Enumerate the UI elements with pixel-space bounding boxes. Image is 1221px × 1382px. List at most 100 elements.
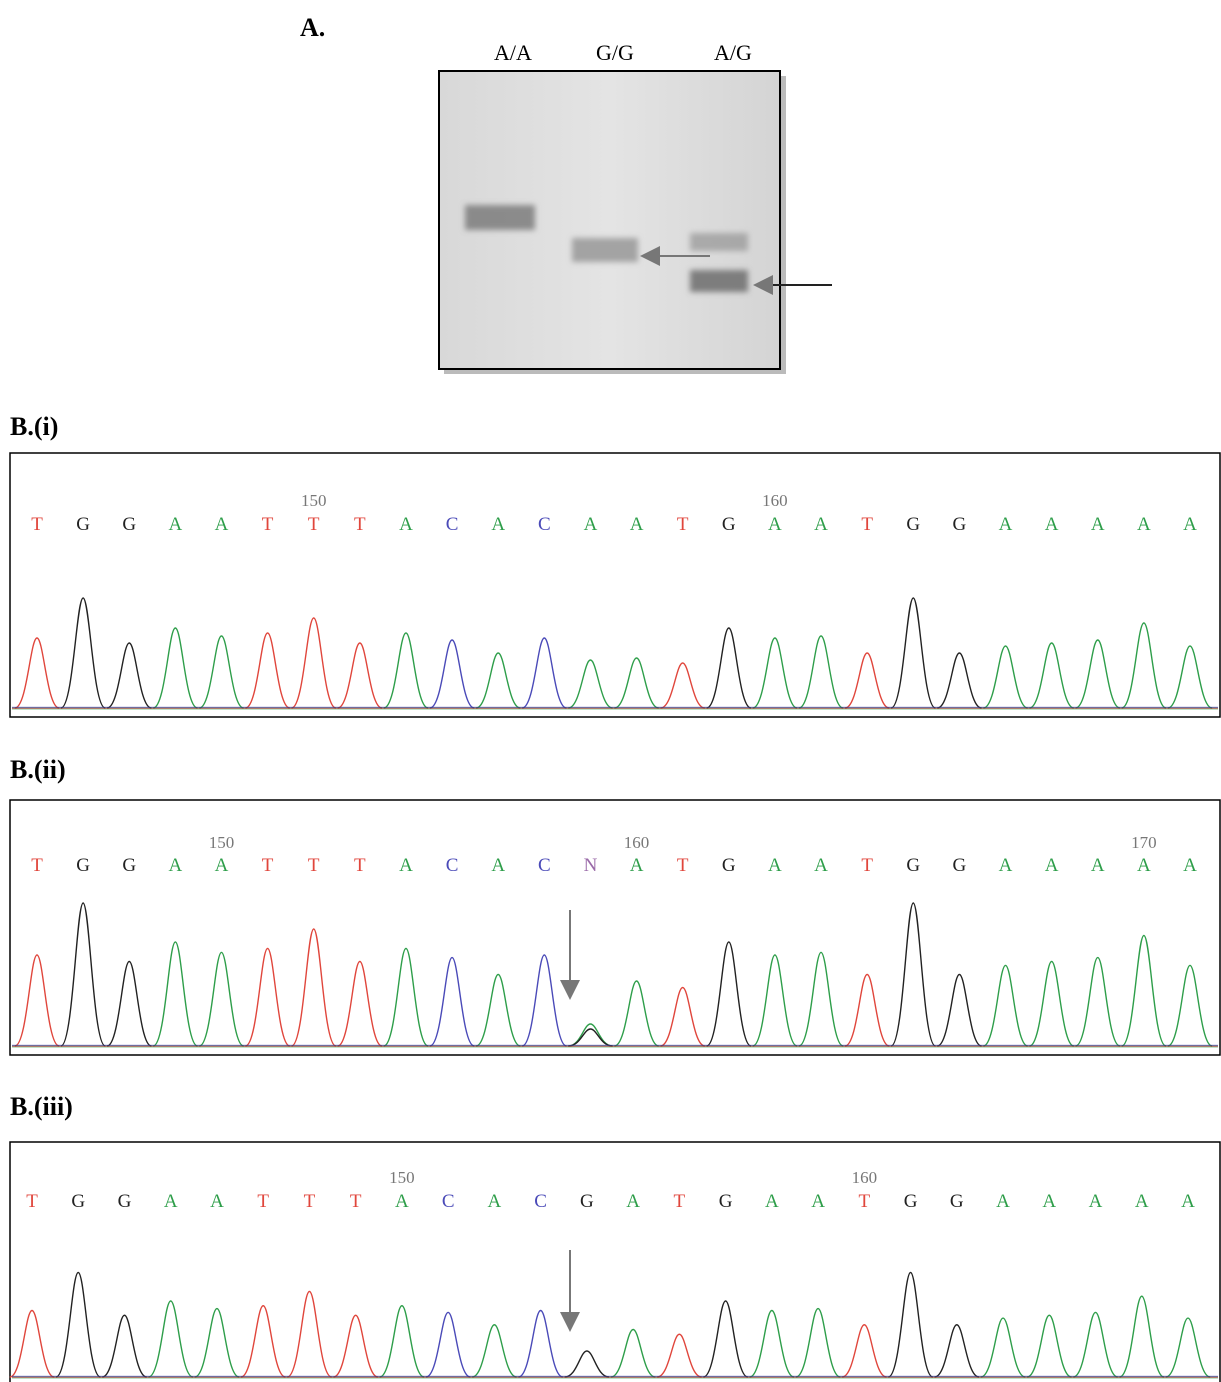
peak: [384, 949, 428, 1047]
panel-label: A.: [300, 13, 325, 42]
panel-label: B.(ii): [10, 755, 66, 784]
peak: [61, 598, 105, 708]
peak: [796, 1309, 840, 1377]
base-call: T: [308, 855, 320, 876]
peak: [107, 962, 151, 1047]
peak: [380, 1306, 424, 1377]
base-call: A: [814, 514, 828, 535]
base-call: A: [1091, 514, 1105, 535]
peak: [153, 942, 197, 1046]
peak: [1027, 1315, 1071, 1377]
peak: [1122, 936, 1166, 1047]
lane-label: G/G: [596, 40, 634, 65]
peak: [1030, 962, 1074, 1047]
base-call: T: [354, 514, 366, 535]
lane-label: A/G: [714, 40, 752, 65]
peak: [983, 646, 1027, 708]
peak: [338, 962, 382, 1047]
base-call: A: [491, 514, 505, 535]
base-call: T: [257, 1191, 269, 1212]
base-call: A: [1042, 1191, 1056, 1212]
base-call: A: [630, 514, 644, 535]
peak: [1166, 1318, 1210, 1377]
base-call: G: [580, 1191, 594, 1212]
peak: [241, 1306, 285, 1377]
peak: [611, 1330, 655, 1378]
position-number: 160: [624, 833, 650, 852]
base-call: A: [999, 855, 1013, 876]
base-call: A: [811, 1191, 825, 1212]
peak: [245, 633, 289, 708]
peak: [10, 1311, 54, 1378]
peak: [565, 1351, 609, 1377]
base-call: A: [168, 514, 182, 535]
peak: [15, 638, 59, 708]
peak: [61, 903, 105, 1046]
base-call: A: [491, 855, 505, 876]
peak: [614, 658, 658, 708]
peak: [845, 653, 889, 708]
base-call: G: [118, 1191, 132, 1212]
peak: [199, 636, 243, 708]
base-call: T: [304, 1191, 316, 1212]
peak: [292, 929, 336, 1046]
base-call: G: [950, 1191, 964, 1212]
base-call: G: [76, 514, 90, 535]
base-call: A: [999, 514, 1013, 535]
base-call: G: [722, 514, 736, 535]
base-call: A: [765, 1191, 779, 1212]
position-number: 150: [209, 833, 235, 852]
peak: [1030, 643, 1074, 708]
base-call: A: [395, 1191, 409, 1212]
base-call: A: [1137, 855, 1151, 876]
peak: [430, 640, 474, 708]
peak: [522, 955, 566, 1046]
base-call: A: [210, 1191, 224, 1212]
position-number: 170: [1131, 833, 1157, 852]
peak: [518, 1311, 562, 1378]
peak: [430, 958, 474, 1046]
position-number: 150: [389, 1168, 415, 1187]
base-call: T: [861, 514, 873, 535]
base-call: C: [446, 514, 459, 535]
base-call: A: [215, 855, 229, 876]
base-call: G: [76, 855, 90, 876]
base-call: G: [122, 514, 136, 535]
base-call: A: [399, 514, 413, 535]
base-call: A: [996, 1191, 1010, 1212]
peak: [842, 1325, 886, 1377]
chromatogram-frame: [10, 1142, 1220, 1382]
peak: [15, 955, 59, 1046]
base-call: T: [350, 1191, 362, 1212]
base-call: A: [164, 1191, 178, 1212]
peak: [153, 628, 197, 708]
peak: [661, 663, 705, 708]
base-call: A: [1137, 514, 1151, 535]
peak: [1073, 1312, 1117, 1377]
base-call: A: [626, 1191, 640, 1212]
panel-label: B.(i): [10, 412, 58, 441]
base-call: A: [1135, 1191, 1149, 1212]
peak: [199, 952, 243, 1046]
base-call: G: [906, 855, 920, 876]
peak: [426, 1312, 470, 1377]
base-call: A: [399, 855, 413, 876]
base-call: N: [584, 855, 598, 876]
base-call: A: [215, 514, 229, 535]
peak: [476, 653, 520, 708]
base-call: A: [814, 855, 828, 876]
base-call: T: [354, 855, 366, 876]
base-call: A: [768, 514, 782, 535]
peak: [614, 981, 658, 1046]
base-call: G: [122, 855, 136, 876]
peak: [568, 660, 612, 708]
peak: [338, 643, 382, 708]
peak: [522, 638, 566, 708]
peak: [1120, 1296, 1164, 1377]
peak: [981, 1318, 1025, 1377]
position-number: 160: [762, 491, 788, 510]
base-call: T: [677, 514, 689, 535]
peak: [891, 903, 935, 1046]
base-call: G: [953, 855, 967, 876]
gel: [439, 71, 832, 374]
